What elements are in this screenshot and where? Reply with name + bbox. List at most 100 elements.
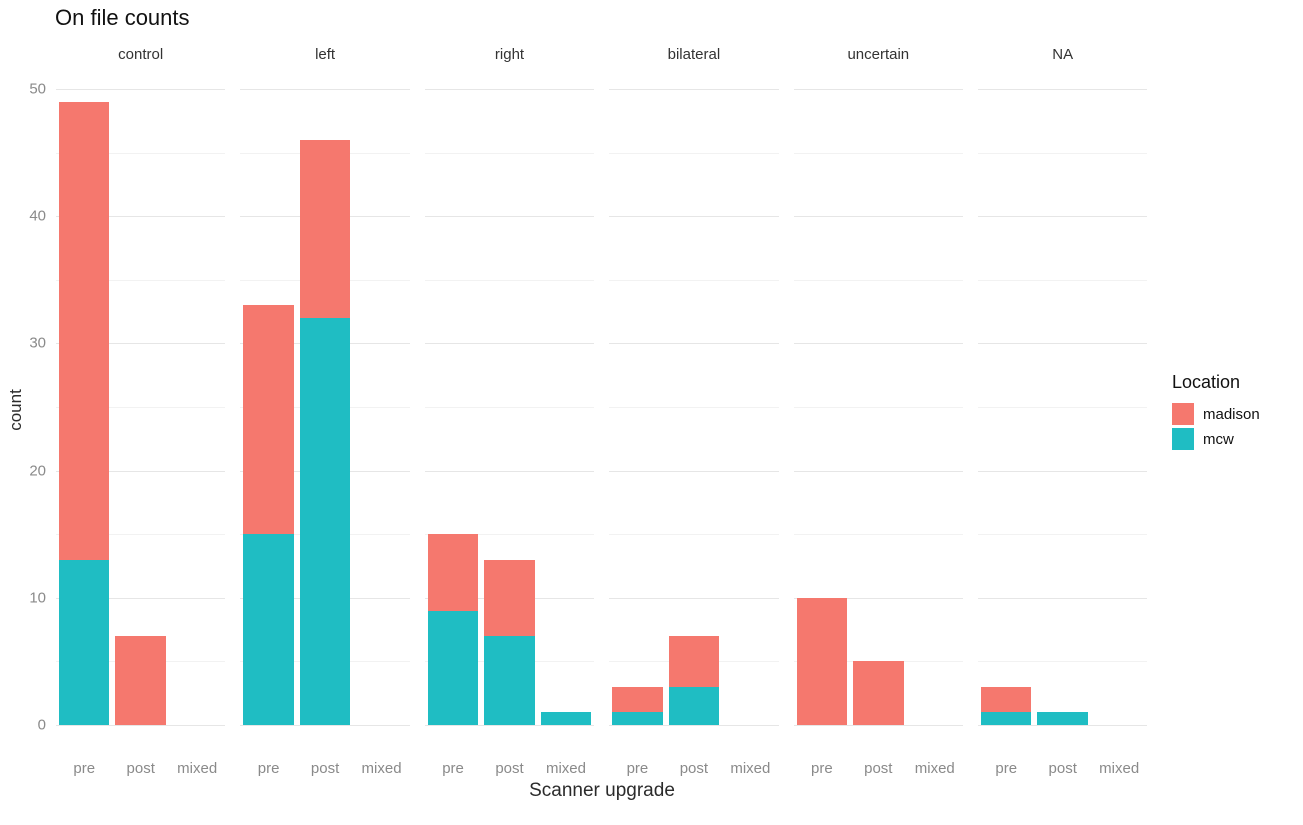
bar-segment-madison: [612, 686, 663, 713]
x-tick-label: pre: [626, 760, 649, 777]
gridline-minor: [424, 152, 595, 154]
facet-label: left: [315, 46, 336, 63]
gridline-minor: [793, 534, 963, 536]
gridline-major: [240, 725, 410, 726]
gridline-minor: [424, 407, 595, 408]
gridline-major: [424, 725, 595, 726]
gridline-minor: [56, 534, 226, 536]
bar-segment-madison: [299, 139, 351, 318]
y-tick-label: 0: [37, 716, 46, 734]
x-tick-label: mixed: [545, 760, 586, 777]
gridline-major: [240, 89, 410, 90]
gridline-minor: [978, 534, 1148, 536]
y-tick-label: 30: [29, 334, 46, 352]
gridline-major: [978, 470, 1148, 472]
bar-segment-mcw: [668, 686, 720, 725]
y-tick-label: 40: [29, 207, 46, 225]
gridline-minor: [609, 152, 779, 154]
legend-title: Location: [1172, 372, 1241, 392]
x-tick-label: mixed: [1099, 760, 1140, 777]
facet-panel: [424, 70, 595, 756]
bar-segment-madison: [58, 101, 110, 560]
gridline-major: [609, 470, 779, 472]
bar-segment-mcw: [612, 712, 663, 725]
gridline-major: [609, 343, 779, 345]
x-axis-title: Scanner upgrade: [529, 780, 675, 801]
bar-segment-mcw: [980, 712, 1032, 725]
x-tick-label: pre: [442, 760, 464, 777]
gridline-major: [793, 597, 963, 599]
gridline-major: [978, 216, 1148, 218]
facet-label: control: [118, 46, 164, 63]
gridline-major: [978, 89, 1148, 90]
facet-panel: [978, 70, 1148, 756]
gridline-minor: [978, 661, 1148, 663]
legend-label: mcw: [1203, 430, 1234, 448]
facet-panel: [56, 70, 226, 756]
gridline-major: [609, 725, 779, 726]
x-tick-label: pre: [810, 760, 833, 777]
gridline-minor: [978, 152, 1148, 154]
gridline-major: [424, 89, 595, 90]
legend-swatch-mcw: [1172, 428, 1194, 450]
gridline-major: [609, 216, 779, 218]
facet-label: NA: [1052, 46, 1074, 63]
y-tick-label: 50: [29, 80, 46, 98]
x-tick-label: post: [495, 760, 524, 777]
bar-segment-mcw: [58, 559, 110, 725]
gridline-minor: [56, 152, 226, 154]
x-tick-label: pre: [995, 760, 1018, 777]
gridline-minor: [793, 279, 963, 281]
gridline-major: [609, 89, 779, 90]
facet-panel: [793, 70, 963, 756]
bar-segment-madison: [668, 635, 720, 687]
chart-title: On file counts: [55, 5, 190, 30]
facet-panel: [240, 70, 410, 756]
x-tick-label: pre: [257, 760, 280, 777]
gridline-major: [609, 597, 779, 599]
gridline-major: [793, 343, 963, 345]
gridline-major: [793, 89, 963, 90]
gridline-minor: [978, 407, 1148, 408]
x-tick-label: mixed: [177, 760, 218, 777]
bar-segment-mcw: [299, 317, 351, 725]
gridline-minor: [609, 407, 779, 408]
gridline-minor: [793, 407, 963, 408]
bar-segment-madison: [427, 534, 479, 611]
gridline-major: [56, 343, 226, 345]
gridline-major: [56, 470, 226, 472]
bar-segment-mcw: [243, 534, 294, 725]
legend-item-madison: madison: [1172, 403, 1260, 425]
y-axis-title: count: [6, 389, 25, 431]
bar-segment-mcw: [484, 635, 535, 725]
x-tick-label: mixed: [730, 760, 771, 777]
gridline-major: [978, 597, 1148, 599]
bar-segment-madison: [484, 559, 535, 636]
x-tick-label: mixed: [361, 760, 402, 777]
gridline-minor: [56, 407, 226, 408]
gridline-major: [56, 597, 226, 599]
gridline-major: [424, 343, 595, 345]
legend-items: madison mcw: [1172, 403, 1260, 450]
gridline-major: [793, 470, 963, 472]
x-tick-label: post: [864, 760, 893, 777]
x-tick-label: mixed: [914, 760, 955, 777]
facet-label: uncertain: [847, 46, 910, 63]
x-tick-label: post: [679, 760, 709, 777]
gridline-minor: [793, 152, 963, 154]
bar-segment-madison: [243, 305, 294, 535]
gridline-minor: [609, 534, 779, 536]
gridline-minor: [424, 534, 595, 536]
bar-segment-madison: [980, 686, 1032, 713]
x-tick-label: post: [1048, 760, 1077, 777]
gridline-major: [978, 343, 1148, 345]
bar-segment-madison: [796, 597, 848, 725]
gridline-major: [793, 216, 963, 218]
bar-segment-mcw: [427, 610, 479, 725]
facet-panel: [609, 70, 779, 756]
gridline-major: [56, 216, 226, 218]
gridline-minor: [424, 279, 595, 281]
bar-segment-mcw: [1037, 712, 1088, 725]
gridline-major: [978, 725, 1148, 726]
